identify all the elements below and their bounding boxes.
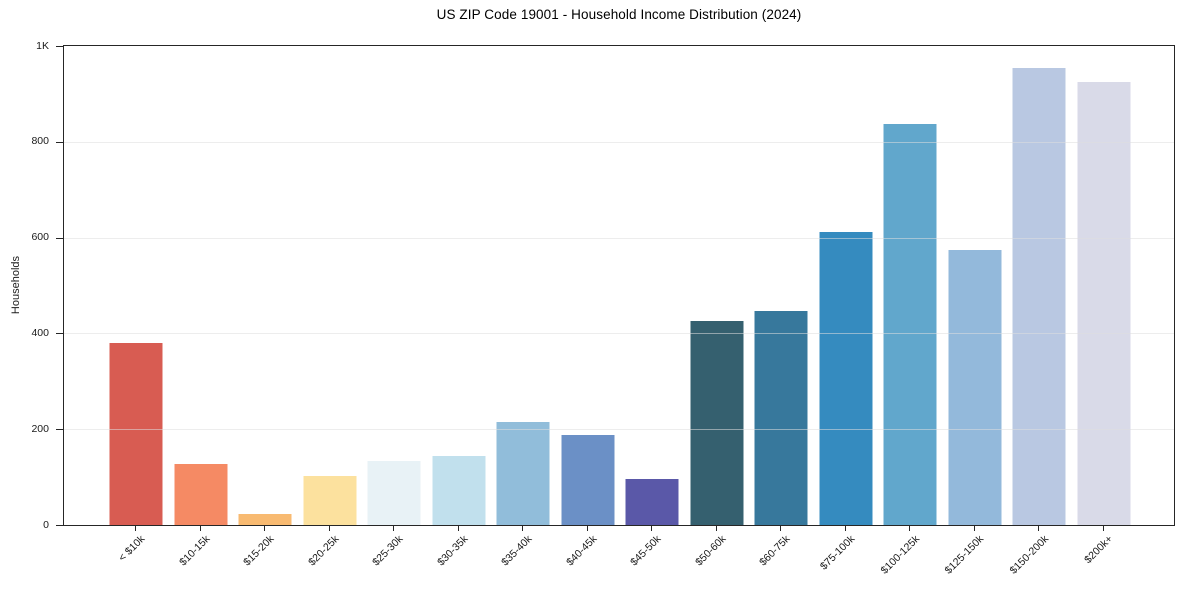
- y-tick-mark: [56, 46, 63, 47]
- plot-area: [63, 45, 1175, 526]
- y-axis-label: Households: [6, 45, 26, 526]
- bar: [690, 321, 744, 525]
- bar: [1012, 67, 1066, 525]
- x-tick-label: $45-50k: [628, 533, 664, 569]
- x-tick-label: $30-35k: [434, 533, 471, 569]
- y-tick-label: 1K: [36, 39, 49, 52]
- bar: [883, 123, 937, 525]
- x-tick-label: $35-40k: [499, 533, 535, 569]
- bar: [754, 310, 808, 525]
- y-tick-label: 200: [31, 422, 49, 435]
- y-tick-mark: [56, 141, 63, 143]
- bar: [238, 513, 292, 525]
- y-tick-label: 600: [31, 231, 49, 244]
- x-tick-label: $60-75k: [757, 533, 793, 569]
- x-tick-mark: [715, 526, 717, 531]
- x-tick-mark: [135, 526, 136, 531]
- x-tick-mark: [844, 526, 846, 531]
- x-tick-mark: [393, 526, 395, 531]
- x-tick-label: $125-150k: [942, 533, 987, 577]
- bar: [625, 479, 679, 525]
- bar: [367, 461, 421, 525]
- y-axis-label-text: Households: [10, 256, 22, 315]
- x-tick-mark: [1102, 526, 1104, 531]
- x-tick-mark: [909, 526, 911, 531]
- x-tick-label: $25-30k: [370, 533, 406, 569]
- bar: [496, 422, 550, 525]
- x-tick-mark: [522, 526, 524, 531]
- x-tick-label: $75-100k: [817, 533, 858, 573]
- x-tick-mark: [328, 526, 330, 531]
- bar: [948, 250, 1002, 525]
- bar: [819, 232, 873, 525]
- chart-title: US ZIP Code 19001 - Household Income Dis…: [436, 7, 802, 22]
- x-tick-mark: [199, 526, 201, 531]
- x-tick-mark: [586, 526, 588, 531]
- x-tick-mark: [973, 526, 975, 531]
- bar: [1077, 82, 1131, 525]
- x-tick-label: $15-20k: [241, 533, 277, 569]
- y-tick-mark: [56, 237, 63, 239]
- bars-layer: [64, 46, 1174, 525]
- x-tick-label: $20-25k: [305, 533, 342, 569]
- y-tick-label: 800: [31, 135, 49, 148]
- bar: [174, 464, 227, 525]
- x-tick-label: $200k+: [1082, 533, 1116, 567]
- bar: [109, 342, 163, 525]
- x-tick-label: $100-125k: [878, 533, 922, 577]
- x-tick-label: $150-200k: [1007, 533, 1051, 577]
- y-tick-mark: [56, 333, 63, 335]
- x-tick-mark: [264, 526, 266, 531]
- bar: [561, 434, 615, 525]
- x-tick-label: $10-15k: [176, 533, 213, 569]
- x-tick-mark: [651, 526, 653, 531]
- x-tick-label: $50-60k: [692, 533, 729, 569]
- y-tick-mark: [56, 429, 63, 431]
- x-tick-label: < $10k: [116, 533, 148, 564]
- x-tick-mark: [780, 526, 782, 531]
- x-tick-mark: [1038, 526, 1040, 531]
- y-tick-label: 400: [31, 326, 49, 339]
- y-tick-mark: [56, 525, 63, 526]
- x-tick-label: $40-45k: [563, 533, 600, 569]
- bar: [303, 476, 357, 525]
- y-tick-label: 0: [43, 518, 49, 531]
- bar: [432, 456, 486, 525]
- x-tick-mark: [457, 526, 459, 531]
